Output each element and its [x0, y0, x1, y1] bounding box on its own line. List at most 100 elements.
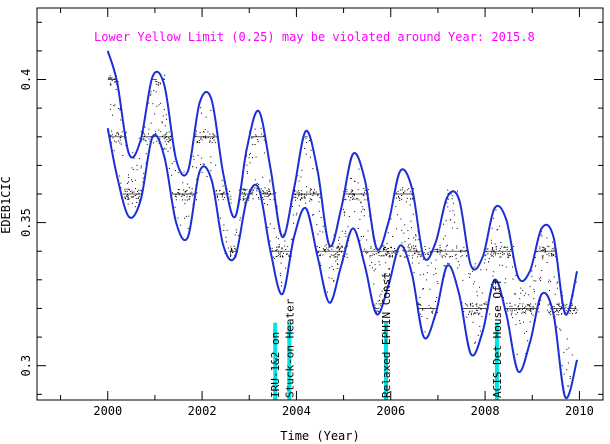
- measurement-point: [178, 193, 180, 195]
- measurement-point: [354, 198, 356, 200]
- measurement-point: [336, 247, 338, 249]
- measurement-point: [158, 84, 160, 86]
- measurement-point: [521, 308, 523, 310]
- measurement-point: [255, 134, 257, 136]
- measurement-point: [298, 195, 300, 197]
- measurement-point: [301, 198, 303, 200]
- measurement-point: [131, 196, 133, 198]
- measurement-point: [476, 312, 478, 314]
- measurement-point: [575, 308, 577, 309]
- measurement-point: [239, 199, 241, 201]
- measurement-point: [426, 272, 428, 274]
- measurement-point: [455, 253, 457, 255]
- measurement-point: [357, 189, 359, 191]
- measurement-point: [188, 215, 190, 217]
- measurement-point: [246, 172, 248, 174]
- measurement-point: [196, 199, 197, 201]
- y-axis-label: EDEB1CIC: [0, 176, 13, 234]
- measurement-point: [324, 245, 326, 247]
- measurement-point: [140, 189, 142, 191]
- measurement-point: [414, 253, 416, 254]
- measurement-point: [419, 304, 421, 306]
- measurement-point: [335, 256, 337, 257]
- measurement-point: [204, 129, 206, 131]
- measurement-point: [496, 229, 498, 231]
- measurement-point: [444, 249, 446, 251]
- measurement-point: [303, 194, 305, 196]
- measurement-point: [241, 188, 243, 190]
- measurement-point: [186, 199, 188, 201]
- measurement-point: [108, 78, 110, 80]
- measurement-point: [465, 250, 467, 251]
- measurement-point: [560, 306, 562, 308]
- measurement-point: [499, 256, 501, 258]
- measurement-point: [108, 77, 110, 79]
- measurement-point: [246, 164, 248, 166]
- x-tick-label: 2010: [565, 404, 594, 418]
- measurement-point: [479, 304, 481, 306]
- measurement-point: [522, 289, 524, 291]
- measurement-point: [409, 243, 411, 245]
- measurement-point: [300, 176, 302, 178]
- measurement-point: [351, 190, 353, 192]
- measurement-point: [373, 248, 375, 250]
- measurement-point: [336, 268, 338, 269]
- measurement-point: [337, 247, 339, 249]
- measurement-point: [366, 252, 368, 254]
- measurement-point: [441, 249, 443, 251]
- measurement-point: [504, 246, 506, 248]
- measurement-point: [258, 197, 259, 199]
- measurement-point: [456, 245, 458, 247]
- measurement-point: [329, 256, 331, 258]
- measurement-point: [278, 252, 279, 254]
- measurement-point: [506, 302, 508, 304]
- measurement-point: [112, 137, 114, 139]
- measurement-point: [268, 191, 270, 192]
- measurement-point: [269, 191, 271, 193]
- measurement-point: [533, 306, 535, 308]
- measurement-point: [301, 197, 303, 199]
- measurement-point: [171, 174, 173, 176]
- measurement-point: [523, 312, 525, 313]
- measurement-point: [204, 135, 206, 137]
- measurement-point: [387, 251, 389, 253]
- measurement-point: [231, 248, 233, 249]
- measurement-point: [435, 259, 437, 261]
- measurement-point: [314, 192, 316, 194]
- measurement-point: [173, 161, 175, 162]
- measurement-point: [541, 235, 543, 237]
- measurement-point: [451, 256, 453, 257]
- measurement-point: [277, 238, 279, 240]
- measurement-point: [327, 249, 329, 251]
- measurement-point: [557, 281, 559, 283]
- measurement-point: [518, 305, 520, 307]
- measurement-point: [322, 248, 324, 250]
- measurement-point: [387, 248, 389, 250]
- measurement-point: [197, 142, 199, 143]
- measurement-point: [328, 247, 330, 249]
- measurement-point: [415, 245, 417, 247]
- measurement-point: [493, 250, 495, 252]
- measurement-point: [203, 137, 205, 139]
- measurement-point: [138, 195, 140, 197]
- measurement-point: [477, 310, 479, 311]
- measurement-point: [409, 191, 411, 193]
- measurement-point: [341, 230, 343, 232]
- measurement-point: [223, 191, 225, 193]
- measurement-point: [119, 139, 121, 141]
- measurement-point: [445, 219, 447, 221]
- measurement-point: [403, 232, 405, 234]
- measurement-point: [490, 284, 492, 286]
- measurement-point: [281, 247, 283, 249]
- measurement-point: [298, 193, 300, 195]
- measurement-point: [541, 246, 543, 248]
- measurement-point: [541, 231, 542, 233]
- measurement-point: [380, 304, 382, 306]
- measurement-point: [249, 189, 251, 191]
- measurement-point: [358, 168, 360, 170]
- measurement-point: [501, 246, 503, 248]
- measurement-point: [129, 189, 130, 191]
- measurement-point: [533, 288, 535, 290]
- measurement-point: [325, 251, 327, 253]
- measurement-point: [337, 245, 339, 247]
